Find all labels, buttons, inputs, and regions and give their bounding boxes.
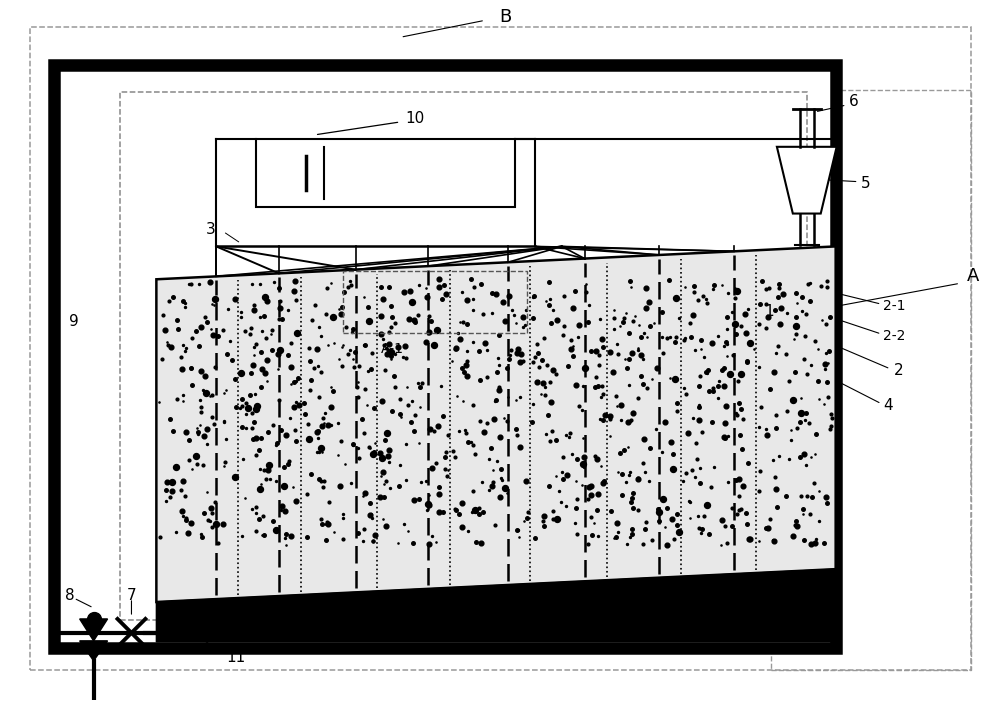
Polygon shape xyxy=(80,619,108,641)
Text: 8: 8 xyxy=(65,587,75,603)
Text: 2-1: 2-1 xyxy=(883,299,906,313)
Polygon shape xyxy=(156,569,836,642)
Text: 6: 6 xyxy=(849,95,858,109)
Polygon shape xyxy=(156,569,836,642)
Polygon shape xyxy=(80,641,108,661)
FancyBboxPatch shape xyxy=(256,139,515,207)
Text: 4: 4 xyxy=(883,398,893,414)
Text: 7: 7 xyxy=(127,587,136,603)
Text: 11: 11 xyxy=(226,651,246,665)
FancyBboxPatch shape xyxy=(54,65,836,648)
Text: 9: 9 xyxy=(69,313,79,329)
Text: A-1: A-1 xyxy=(380,342,403,356)
Text: 5: 5 xyxy=(861,176,870,191)
Text: A: A xyxy=(967,267,979,285)
Polygon shape xyxy=(156,247,836,602)
Text: 10: 10 xyxy=(405,111,425,126)
Text: 3: 3 xyxy=(206,222,216,237)
Text: 2: 2 xyxy=(893,363,903,379)
Text: 2-2: 2-2 xyxy=(883,329,906,343)
Polygon shape xyxy=(777,147,837,214)
Text: 1: 1 xyxy=(764,304,774,319)
Text: B: B xyxy=(499,8,511,27)
